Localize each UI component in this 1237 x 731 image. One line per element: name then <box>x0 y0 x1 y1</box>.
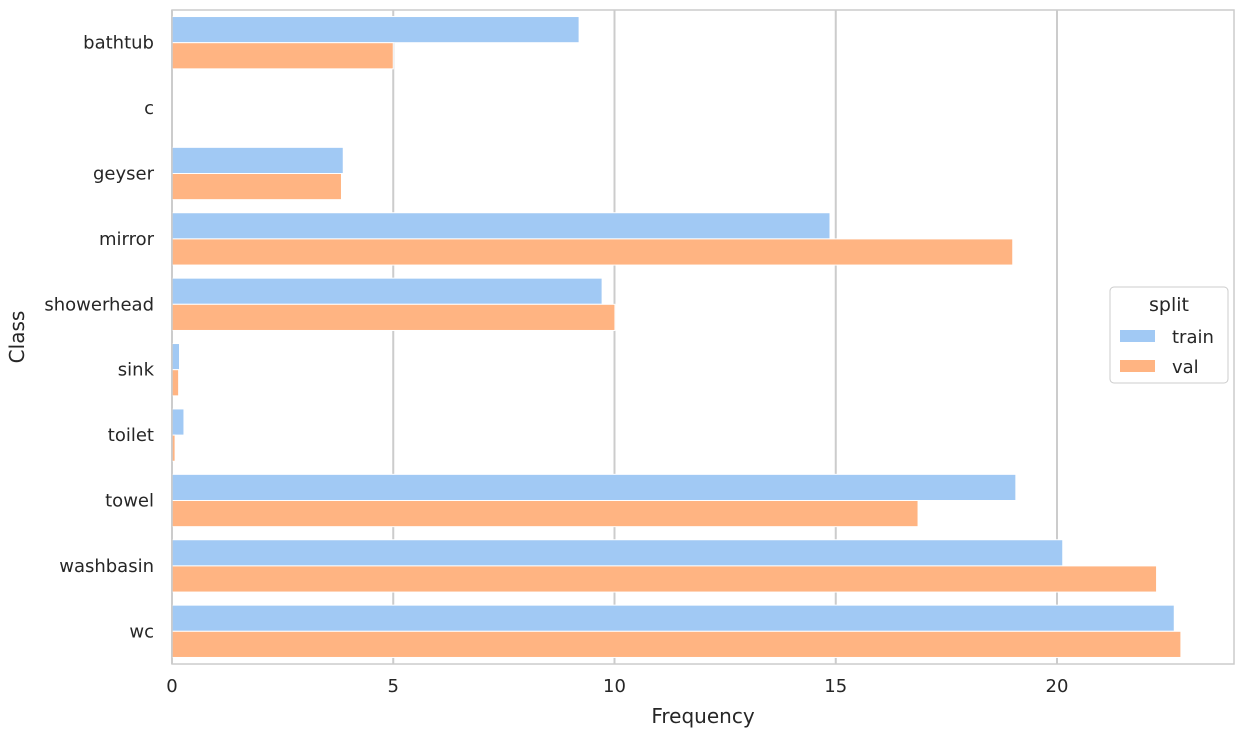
y-axis-title: Class <box>5 311 29 364</box>
x-tick-label: 0 <box>166 676 177 697</box>
legend-swatch-val <box>1120 360 1155 372</box>
y-tick-label: toilet <box>108 425 154 446</box>
y-tick-label: c <box>144 98 154 119</box>
y-tick-label: wc <box>129 621 154 642</box>
x-tick-label: 5 <box>388 676 399 697</box>
y-tick-label: showerhead <box>44 294 154 315</box>
y-tick-label: washbasin <box>59 556 154 577</box>
legend-swatch-train <box>1120 330 1155 342</box>
bar-train-sink <box>171 343 181 371</box>
x-tick-label: 10 <box>603 676 626 697</box>
y-tick-label: geyser <box>93 164 155 185</box>
bar-val-wc <box>171 630 1182 658</box>
legend-label-val: val <box>1172 357 1199 378</box>
bar-train-towel <box>171 473 1017 501</box>
bar-train-mirror <box>171 212 831 240</box>
bar-train-geyser <box>171 146 344 174</box>
bar-train-showerhead <box>171 277 603 305</box>
bar-val-washbasin <box>171 565 1158 593</box>
bar-val-showerhead <box>171 303 616 331</box>
legend-label-train: train <box>1172 327 1214 348</box>
x-tick-labels: 0 5 10 15 20 <box>166 676 1068 697</box>
bar-train-bathtub <box>171 16 580 44</box>
y-tick-labels: bathtub c geyser mirror showerhead sink toilet… <box>44 33 154 643</box>
y-tick-label: mirror <box>99 229 155 250</box>
bar-val-geyser <box>171 173 342 201</box>
legend-box <box>1109 286 1229 384</box>
y-tick-label: towel <box>105 491 154 512</box>
bar-train-washbasin <box>171 539 1064 567</box>
plot-frame <box>171 9 1235 665</box>
bars <box>171 16 1182 658</box>
y-tick-label: bathtub <box>83 33 154 54</box>
x-tick-label: 15 <box>824 676 847 697</box>
x-axis-title: Frequency <box>651 704 754 728</box>
bar-val-towel <box>171 500 919 528</box>
x-tick-label: 20 <box>1046 676 1069 697</box>
bar-train-wc <box>171 604 1175 632</box>
bar-train-toilet <box>171 408 185 436</box>
bar-val-mirror <box>171 238 1014 266</box>
bar-val-sink <box>171 369 180 397</box>
y-tick-label: sink <box>118 360 155 381</box>
legend: split train val <box>1109 286 1229 384</box>
legend-title: split <box>1149 294 1189 316</box>
bar-val-bathtub <box>171 42 394 70</box>
